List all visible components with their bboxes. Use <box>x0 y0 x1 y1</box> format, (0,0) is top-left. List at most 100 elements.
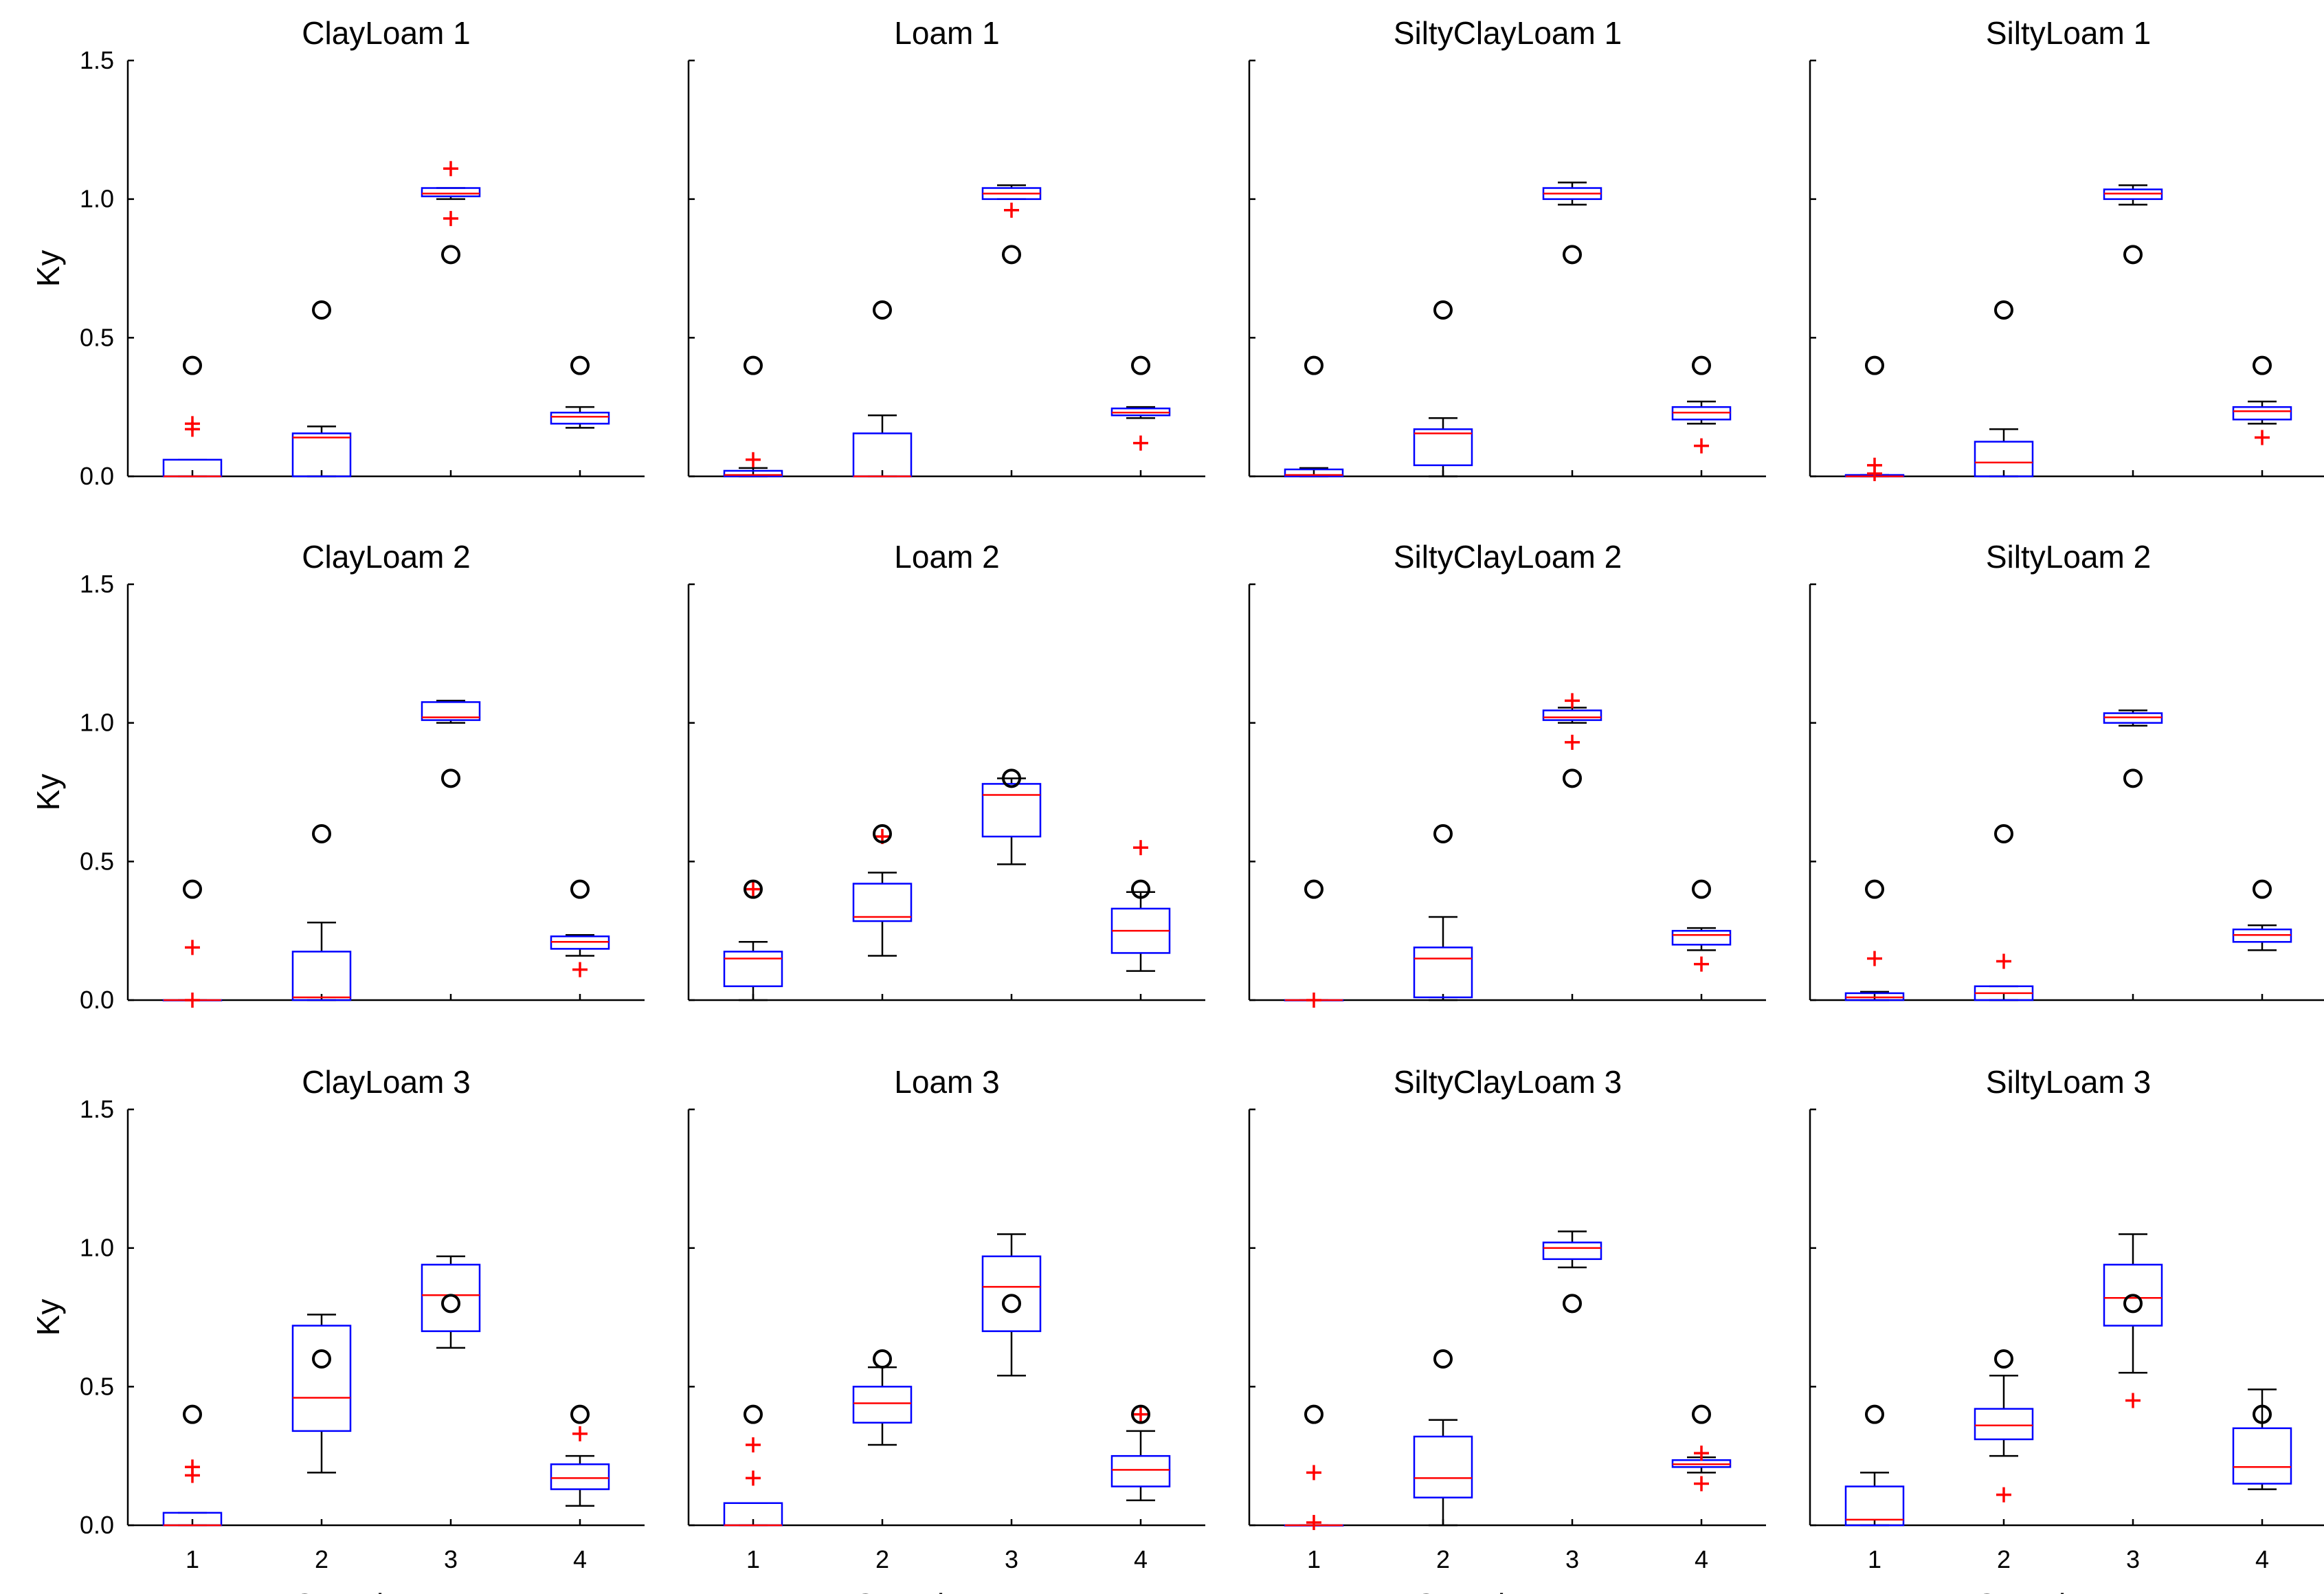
panel-title: SiltyClayLoam 2 <box>1394 539 1622 575</box>
x-tick-label: 1 <box>746 1545 760 1573</box>
x-tick-label: 2 <box>315 1545 328 1573</box>
box-iqr <box>852 1386 913 1424</box>
box-stage-2 <box>291 1314 352 1474</box>
box-stage-3 <box>421 1255 481 1349</box>
y-tick-label: 1.5 <box>80 570 114 598</box>
box-stage-3 <box>1542 693 1602 788</box>
panel-title: SiltyLoam 1 <box>1986 15 2151 51</box>
box-iqr <box>981 783 1042 838</box>
reference-circle <box>1692 355 1711 375</box>
reference-circle <box>1002 245 1021 265</box>
box-stage-4 <box>550 355 610 429</box>
x-tick-label: 3 <box>2126 1545 2140 1573</box>
x-tick-label: 4 <box>1134 1545 1148 1573</box>
outlier-marker <box>185 993 200 1008</box>
reference-circle <box>1563 768 1582 788</box>
box-stage-3 <box>1542 1230 1602 1314</box>
reference-circle <box>183 879 202 899</box>
box-iqr <box>291 1325 352 1432</box>
box-stage-2 <box>1413 300 1473 478</box>
box-stage-3 <box>2103 709 2163 788</box>
y-tick-label: 1.0 <box>80 709 114 737</box>
reference-circle <box>2123 1294 2143 1314</box>
reference-circle <box>183 355 202 375</box>
outlier-marker <box>746 452 761 467</box>
reference-circle <box>2253 355 2272 375</box>
box-stage-2 <box>291 824 352 1001</box>
panel-title: SiltyLoam 3 <box>1986 1064 2151 1100</box>
box-stage-3 <box>2103 184 2163 265</box>
y-tick-label: 1.5 <box>80 46 114 74</box>
reference-circle <box>873 824 892 843</box>
box-stage-2 <box>1413 824 1473 1001</box>
outlier-marker <box>1306 993 1321 1008</box>
box-stage-4 <box>1671 1404 1732 1492</box>
box-stage-1 <box>1284 355 1344 478</box>
reference-circle <box>1865 879 1884 899</box>
outlier-marker <box>572 962 588 977</box>
outlier-marker <box>1133 435 1148 451</box>
reference-circle <box>873 1349 892 1369</box>
reference-circle <box>1131 1404 1150 1424</box>
x-tick-label: 4 <box>573 1545 587 1573</box>
reference-circle <box>183 1404 202 1424</box>
box-iqr <box>1413 428 1473 467</box>
reference-circle <box>1304 355 1323 375</box>
x-axis-label: Growth stage <box>1974 1587 2163 1594</box>
reference-circle <box>1865 1404 1884 1424</box>
box-stage-1 <box>1844 1404 1905 1527</box>
box-stage-2 <box>852 300 913 478</box>
reference-circle <box>1563 1294 1582 1314</box>
y-tick-label: 0.0 <box>80 986 114 1014</box>
y-tick-label: 1.0 <box>80 185 114 213</box>
x-axis-label: Growth stage <box>853 1587 1041 1594</box>
reference-circle <box>873 300 892 320</box>
reference-circle <box>1563 245 1582 265</box>
y-tick-label: 1.0 <box>80 1234 114 1262</box>
box-iqr <box>1974 441 2034 478</box>
x-tick-label: 3 <box>444 1545 458 1573</box>
panel-siltyclayloam-3: SiltyClayLoam 3 1 2 3 4 Growth stage <box>1248 1064 1766 1594</box>
reference-circle <box>2253 1404 2272 1424</box>
panel-loam-3: Loam 3 1 2 3 4 Growth stage <box>687 1064 1205 1594</box>
reference-circle <box>570 1404 590 1424</box>
box-stage-1 <box>1284 879 1344 1008</box>
panel-title: SiltyClayLoam 1 <box>1394 15 1622 51</box>
reference-circle <box>570 879 590 899</box>
outlier-marker <box>1565 734 1580 750</box>
panel-clayloam-1: ClayLoam 1 0.0 0.5 1.0 1.5 Ky <box>30 15 645 490</box>
box-stage-2 <box>1974 300 2034 478</box>
panel-siltyclayloam-2: SiltyClayLoam 2 <box>1248 539 1766 1008</box>
box-stage-1 <box>162 1404 223 1527</box>
box-stage-1 <box>723 355 783 478</box>
box-stage-4 <box>550 1404 610 1507</box>
box-iqr <box>2232 1427 2292 1485</box>
x-tick-label: 1 <box>186 1545 199 1573</box>
box-stage-4 <box>1671 355 1732 454</box>
panel-siltyloam-3: SiltyLoam 3 1 2 3 4 Growth stage <box>1809 1064 2324 1594</box>
box-iqr <box>421 1263 481 1332</box>
panel-siltyclayloam-1: SiltyClayLoam 1 <box>1248 15 1766 478</box>
box-iqr <box>1413 1435 1473 1498</box>
reference-circle <box>312 1349 331 1369</box>
outlier-marker <box>2125 1393 2141 1408</box>
outlier-marker <box>1867 457 1882 473</box>
outlier-marker <box>185 940 200 955</box>
panel-title: SiltyClayLoam 3 <box>1394 1064 1622 1100</box>
box-stage-4 <box>1110 1404 1171 1501</box>
outlier-marker <box>1133 1406 1148 1422</box>
reference-circle <box>1131 355 1150 375</box>
reference-circle <box>1433 300 1453 320</box>
box-stage-4 <box>1110 355 1171 451</box>
outlier-marker <box>1694 438 1709 454</box>
box-stage-1 <box>162 355 223 478</box>
panel-loam-1: Loam 1 <box>687 15 1205 478</box>
box-iqr <box>723 951 783 988</box>
box-iqr <box>1542 709 1602 721</box>
x-tick-label: 2 <box>875 1545 889 1573</box>
x-tick-label: 1 <box>1868 1545 1881 1573</box>
reference-circle <box>1304 1404 1323 1424</box>
outlier-marker <box>1996 1487 2011 1503</box>
outlier-marker <box>185 1459 200 1475</box>
y-tick-label: 0.0 <box>80 1511 114 1539</box>
